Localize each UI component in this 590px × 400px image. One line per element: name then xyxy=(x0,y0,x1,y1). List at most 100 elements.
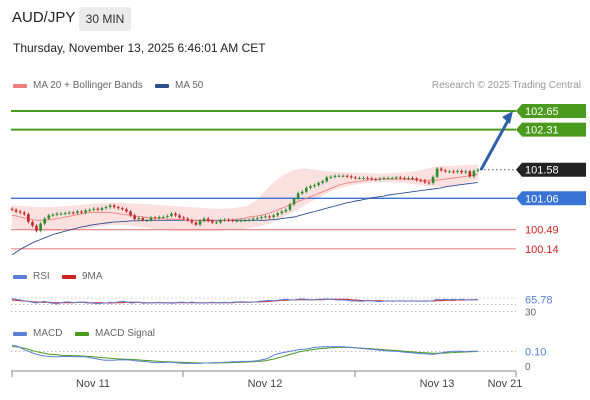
candle-body xyxy=(472,170,476,177)
macd-zero-label: 0 xyxy=(525,362,531,373)
candle-body xyxy=(51,214,55,216)
candle-body xyxy=(215,222,218,224)
candle-body xyxy=(67,212,71,214)
candle-body xyxy=(174,213,177,216)
candle-body xyxy=(464,171,468,173)
candle-body xyxy=(394,177,398,179)
legend-rsi-swatch xyxy=(13,274,27,279)
legend-rsi-ma-label: 9MA xyxy=(82,271,103,282)
candles-group xyxy=(10,166,480,233)
research-credit: Research © 2025 Trading Central xyxy=(431,80,581,91)
candle-body xyxy=(247,219,251,221)
candle-body xyxy=(415,178,418,181)
candle-body xyxy=(362,177,365,179)
candle-body xyxy=(18,211,22,213)
legend-rsi-label: RSI xyxy=(33,271,50,282)
candle-body xyxy=(407,177,410,179)
candle-body xyxy=(333,175,337,177)
rsi-ref-label-30: 30 xyxy=(525,307,537,318)
candle-body xyxy=(443,170,447,172)
candle-body xyxy=(125,209,128,212)
candle-body xyxy=(63,213,67,215)
candle-body xyxy=(14,209,18,212)
candle-body xyxy=(435,168,439,177)
candle-body xyxy=(153,217,157,219)
candle-body xyxy=(309,186,312,188)
candle-body xyxy=(121,208,124,210)
candle-body xyxy=(411,177,414,179)
timeframe-button[interactable]: 30 MIN xyxy=(79,7,131,31)
legend-ma50-swatch xyxy=(155,83,169,88)
candle-body xyxy=(80,211,83,213)
candle-body xyxy=(235,220,239,222)
candle-body xyxy=(329,176,333,178)
rsi-current-label: 65.78 xyxy=(525,294,553,306)
candle-body xyxy=(104,207,108,209)
candle-body xyxy=(10,208,14,210)
candle-body xyxy=(141,218,145,221)
candle-body xyxy=(419,180,423,182)
candle-body xyxy=(370,178,374,180)
candle-body xyxy=(321,181,324,183)
candle-body xyxy=(182,217,185,219)
candle-body xyxy=(239,220,243,222)
level-label-100-14: 100.14 xyxy=(525,244,559,256)
candle-body xyxy=(341,175,345,177)
candle-body xyxy=(112,205,116,208)
level-tag-102-65 xyxy=(516,103,586,118)
candle-body xyxy=(366,177,369,179)
projection-arrow-head xyxy=(502,110,513,124)
candle-body xyxy=(231,220,235,222)
candle-body xyxy=(448,171,451,173)
candle-body xyxy=(264,216,267,218)
candle-body xyxy=(92,208,96,210)
legend-rsi-ma-swatch xyxy=(62,274,76,279)
x-tick-label: Nov 12 xyxy=(248,378,283,390)
chart-datetime: Thursday, November 13, 2025 6:46:01 AM C… xyxy=(13,41,266,55)
candle-body xyxy=(100,208,104,210)
candle-body xyxy=(39,223,42,231)
x-tick-label: Nov 11 xyxy=(76,378,110,390)
candle-body xyxy=(390,177,394,179)
macd-current-label: 0.10 xyxy=(525,346,546,358)
candle-body xyxy=(386,177,390,179)
symbol-title: AUD/JPY xyxy=(12,9,76,26)
candle-body xyxy=(284,209,288,212)
candle-body xyxy=(452,171,455,173)
rsi-line xyxy=(11,298,479,305)
candle-body xyxy=(55,213,59,215)
candle-body xyxy=(378,178,382,180)
candle-body xyxy=(374,179,378,181)
candle-body xyxy=(460,170,463,173)
candle-body xyxy=(337,175,341,177)
legend-rsi: RSI xyxy=(13,271,50,282)
candle-body xyxy=(157,216,161,219)
candle-body xyxy=(194,222,198,225)
candle-body xyxy=(88,209,91,211)
macd-line xyxy=(11,344,478,364)
candle-body xyxy=(35,225,38,231)
candle-body xyxy=(178,215,181,218)
candle-body xyxy=(219,220,222,223)
legend-macd-signal: MACD Signal xyxy=(75,328,155,339)
legend-macd-signal-swatch xyxy=(75,331,89,336)
candle-body xyxy=(296,193,300,199)
candle-body xyxy=(313,185,316,187)
candle-body xyxy=(47,215,51,219)
candle-body xyxy=(206,218,210,221)
candle-body xyxy=(399,177,402,179)
legend-ma20: MA 20 + Bollinger Bands xyxy=(13,80,143,91)
candle-body xyxy=(84,210,87,213)
candle-body xyxy=(288,204,292,210)
x-tick-label: Nov 21 xyxy=(488,378,523,390)
macd-signal-line xyxy=(12,346,479,364)
candle-body xyxy=(170,213,173,216)
candle-body xyxy=(198,220,202,225)
candle-body xyxy=(272,215,275,217)
candle-body xyxy=(349,176,353,178)
level-label-101-58: 101.58 xyxy=(525,165,559,177)
candle-body xyxy=(210,220,214,223)
candle-body xyxy=(59,213,63,215)
candle-body xyxy=(358,177,361,179)
